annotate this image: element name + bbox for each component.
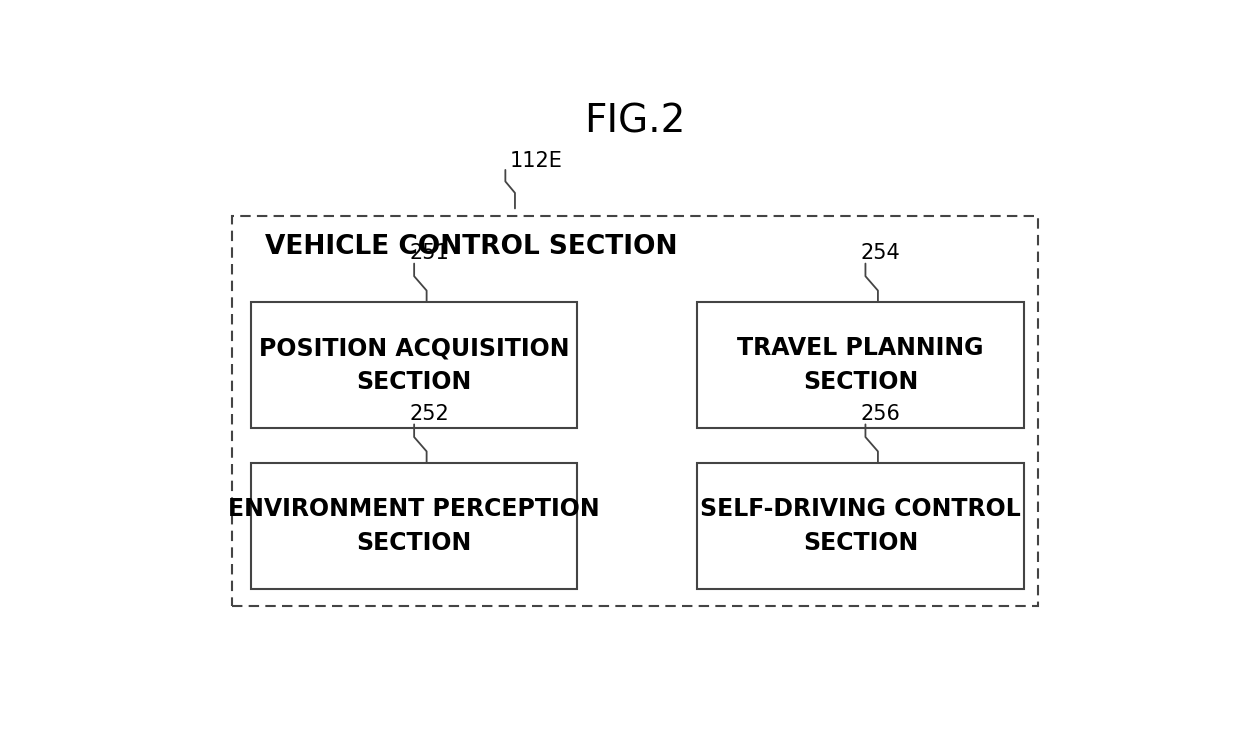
Text: VEHICLE CONTROL SECTION: VEHICLE CONTROL SECTION bbox=[265, 234, 678, 260]
Text: 256: 256 bbox=[861, 404, 901, 424]
Bar bbox=[698, 463, 1023, 589]
Bar bbox=[250, 463, 577, 589]
Text: SECTION: SECTION bbox=[357, 531, 472, 555]
Text: SECTION: SECTION bbox=[803, 531, 918, 555]
Text: 254: 254 bbox=[861, 243, 901, 263]
Bar bbox=[250, 302, 577, 428]
Text: TRAVEL PLANNING: TRAVEL PLANNING bbox=[737, 336, 984, 360]
Bar bbox=[232, 216, 1038, 606]
Text: ENVIRONMENT PERCEPTION: ENVIRONMENT PERCEPTION bbox=[228, 497, 600, 521]
Text: SECTION: SECTION bbox=[357, 371, 472, 395]
Text: 251: 251 bbox=[409, 243, 449, 263]
Text: SELF-DRIVING CONTROL: SELF-DRIVING CONTROL bbox=[700, 497, 1021, 521]
Bar bbox=[698, 302, 1023, 428]
Text: 252: 252 bbox=[409, 404, 449, 424]
Text: FIG.2: FIG.2 bbox=[585, 102, 685, 140]
Text: 112E: 112E bbox=[510, 151, 563, 172]
Text: SECTION: SECTION bbox=[803, 371, 918, 395]
Text: POSITION ACQUISITION: POSITION ACQUISITION bbox=[259, 336, 570, 360]
